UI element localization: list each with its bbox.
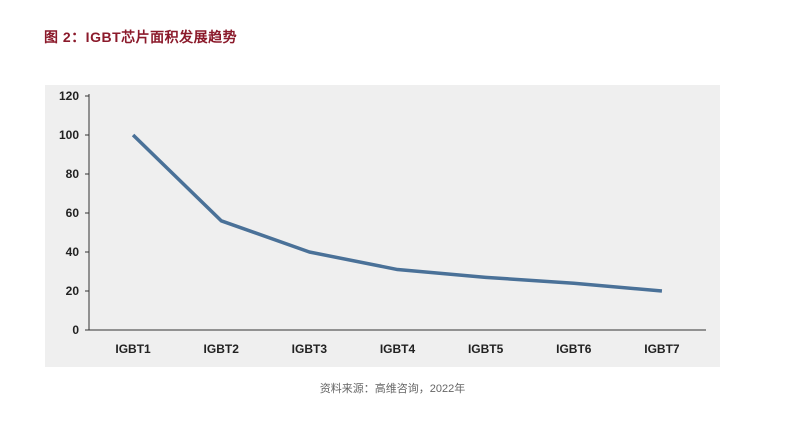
x-tick-label: IGBT4 xyxy=(380,342,416,356)
x-tick-label: IGBT2 xyxy=(204,342,240,356)
series-line xyxy=(131,133,663,293)
x-tick-label: IGBT6 xyxy=(556,342,592,356)
x-tick-label: IGBT7 xyxy=(644,342,680,356)
figure-title: 图 2：IGBT芯片面积发展趋势 xyxy=(44,29,238,45)
y-tick-label: 0 xyxy=(72,323,79,337)
source-note: 资料来源：高维咨询，2022年 xyxy=(319,383,466,395)
chart-panel xyxy=(45,85,720,367)
x-tick-label: IGBT1 xyxy=(115,342,151,356)
y-tick-label: 120 xyxy=(59,89,79,103)
y-tick-label: 20 xyxy=(66,284,80,298)
x-tick-label: IGBT3 xyxy=(292,342,328,356)
y-tick-label: 100 xyxy=(59,128,79,142)
y-tick-label: 60 xyxy=(66,206,80,220)
x-tick-label: IGBT5 xyxy=(468,342,504,356)
y-tick-label: 80 xyxy=(66,167,80,181)
y-tick-label: 40 xyxy=(66,245,80,259)
